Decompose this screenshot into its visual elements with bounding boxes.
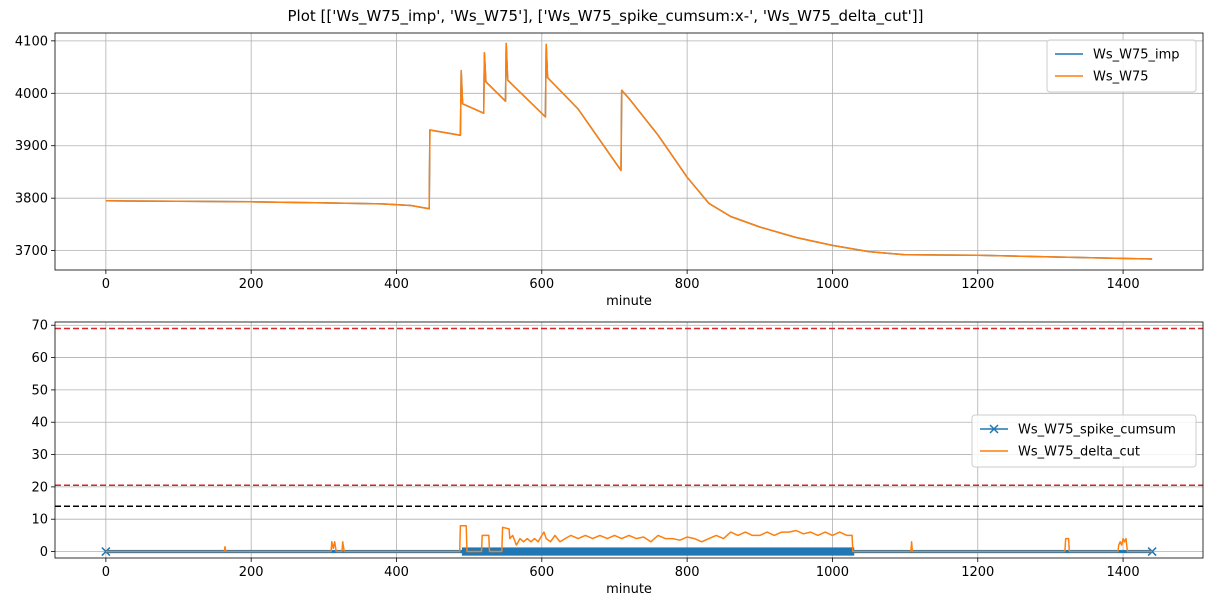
y-tick-label: 20 [31,480,48,495]
y-tick-label: 70 [31,319,48,334]
series-ws-w75 [105,42,1153,260]
spike-band-dense [461,547,855,556]
top-axes: 0 200 400 600 800 1000 1200 1400 3700 3800 3900 400… [15,32,1204,309]
bottom-axes: 0 200 400 600 800 1000 1200 1400 0 10 20 30 40 50 60 70… [31,319,1204,597]
y-tick-label: 3800 [15,192,48,207]
series-ws-w75-spike-cumsum [101,547,1157,557]
x-marker [101,547,111,557]
y-tick-label: 4000 [15,87,48,102]
y-tick-label: 30 [31,448,48,463]
x-tick-label: 0 [102,565,110,580]
plot-area [55,327,1203,557]
x-axis-label: minute [606,294,652,309]
x-tick-label: 1400 [1107,565,1140,580]
x-marker [1147,547,1157,557]
legend-label: Ws_W75 [1093,70,1149,85]
y-tick-label: 0 [40,545,48,560]
x-tick-label: 1200 [961,565,994,580]
legend-label: Ws_W75_spike_cumsum [1018,422,1176,437]
x-tick-label: 600 [529,565,554,580]
legend: Ws_W75_spike_cumsum Ws_W75_delta_cut [971,414,1197,468]
y-tick-label: 60 [31,351,48,366]
x-tick-label: 1400 [1107,277,1140,292]
x-tick-label: 800 [675,565,700,580]
x-tick-label: 200 [239,565,264,580]
series-ws-w75-delta-cut [105,524,1153,553]
legend-label: Ws_W75_imp [1093,48,1180,63]
x-tick-label: 400 [384,277,409,292]
series-ws-w75-imp [105,42,1153,260]
x-tick-label: 0 [102,277,110,292]
axes-frame [54,321,1204,559]
legend-frame [971,414,1197,468]
legend-frame [1046,39,1197,93]
y-tick-label: 10 [31,513,48,528]
x-tick-label: 400 [384,565,409,580]
y-tick-label: 3900 [15,139,48,154]
y-tick-label: 40 [31,416,48,431]
legend: Ws_W75_imp Ws_W75 [1046,39,1197,93]
x-tick-label: 1000 [816,565,849,580]
y-tick-label: 4100 [15,34,48,49]
x-tick-label: 1200 [961,277,994,292]
plot-area [105,42,1153,260]
x-tick-label: 1000 [816,277,849,292]
axes-frame [54,32,1204,271]
x-tick-label: 600 [529,277,554,292]
figure-title: Plot [['Ws_W75_imp', 'Ws_W75'], ['Ws_W75… [288,7,924,26]
y-tick-label: 50 [31,383,48,398]
x-tick-label: 200 [239,277,264,292]
legend-marker [989,424,999,434]
y-tick-label: 3700 [15,244,48,259]
x-axis-label: minute [606,582,652,597]
legend-label: Ws_W75_delta_cut [1018,444,1140,459]
x-tick-label: 800 [675,277,700,292]
